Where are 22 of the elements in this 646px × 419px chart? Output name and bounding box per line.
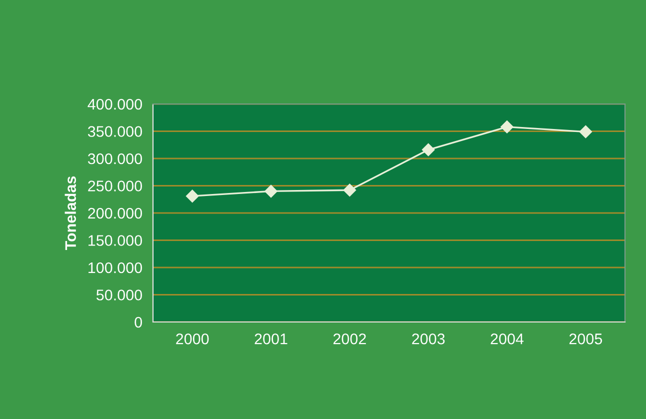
y-tick-label: 50.000	[96, 290, 142, 300]
x-tick-label: 2004	[490, 334, 524, 344]
point	[264, 184, 278, 198]
y-axis-title: Toneladas	[64, 176, 76, 250]
x-tick-label: 2001	[254, 334, 288, 344]
x-tick-label: 2005	[569, 334, 602, 344]
y-tick-label: 100.000	[88, 262, 142, 274]
point	[500, 120, 514, 134]
point	[422, 143, 435, 156]
point	[579, 125, 592, 138]
y-tick-label: 0	[134, 316, 142, 328]
y-tick-label: 400.000	[88, 98, 142, 110]
x-tick-label: 2002	[333, 334, 366, 344]
point	[343, 184, 356, 197]
point	[186, 190, 199, 203]
y-tick-label: 350.000	[88, 126, 142, 137]
y-tick-label: 150.000	[88, 235, 142, 246]
x-tick-label: 2000	[176, 334, 209, 344]
y-tick-label: 300.000	[88, 153, 142, 164]
x-tick-label: 2003	[412, 334, 445, 344]
y-tick-label: 250.000	[88, 180, 142, 192]
y-tick-label: 200.000	[88, 208, 142, 219]
